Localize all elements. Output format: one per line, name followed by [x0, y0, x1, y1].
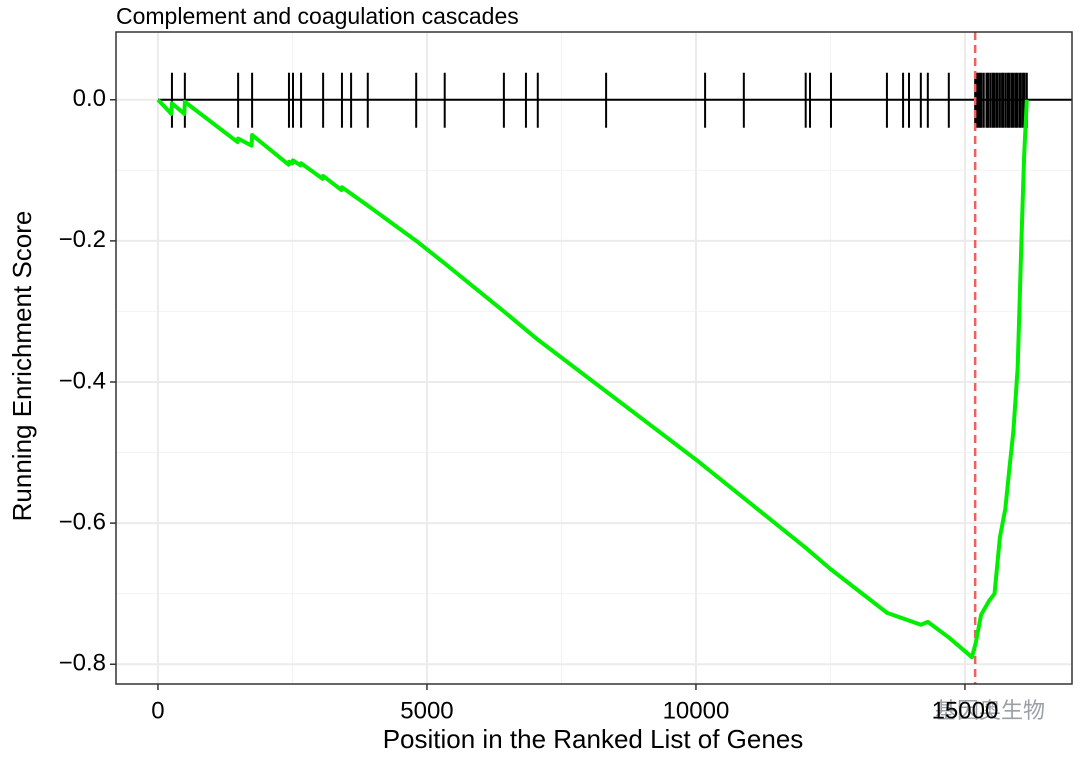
- x-tick-label: 5000: [400, 697, 453, 724]
- x-tick-label: 0: [151, 697, 164, 724]
- y-tick-label: −0.8: [59, 650, 106, 677]
- score-line: [156, 98, 1029, 660]
- plot-border: [115, 31, 1073, 685]
- y-tick-label: −0.2: [59, 226, 106, 253]
- y-tick-label: −0.4: [59, 367, 106, 394]
- y-axis-label: Running Enrichment Score: [7, 211, 37, 522]
- watermark: 基因奥生物: [935, 698, 1045, 723]
- chart-title: Complement and coagulation cascades: [116, 3, 519, 29]
- y-tick-label: −0.6: [59, 508, 106, 535]
- x-axis-label: Position in the Ranked List of Genes: [383, 724, 804, 754]
- y-tick-label: 0.0: [73, 85, 106, 112]
- x-tick-label: 10000: [663, 697, 730, 724]
- x-tick-label: 15000: [932, 697, 999, 724]
